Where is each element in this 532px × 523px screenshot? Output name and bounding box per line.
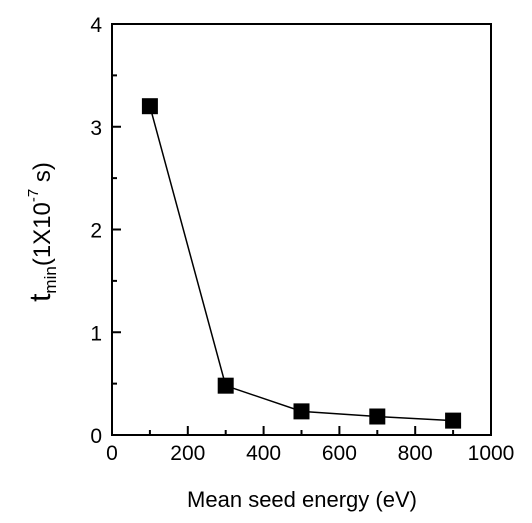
x-tick-label: 0 [106,442,118,465]
plot-frame [111,23,492,436]
y-label-sub: min [41,266,60,293]
y-tick-label: 4 [90,14,102,37]
data-point [141,98,158,115]
x-axis-label: Mean seed energy (eV) [187,487,417,512]
x-tick-label: 600 [322,442,357,465]
y-label-part: t [24,293,57,302]
x-tick-label: 800 [398,442,433,465]
y-axis-label: tmin(1X10-7 s) [24,162,60,302]
y-label-sup: -7 [25,189,42,202]
y-tick-label: 1 [90,322,102,345]
x-tick-label: 400 [246,442,281,465]
x-tick-label: 1000 [468,442,515,465]
y-tick-label: 3 [90,117,102,140]
y-label-part: s) [29,162,56,189]
data-point [217,377,234,394]
x-tick-label: 200 [170,442,205,465]
data-point [369,408,386,425]
data-point [293,403,310,420]
y-tick-label: 0 [90,425,102,448]
y-label-part: (1X10 [29,202,56,266]
y-tick-label: 2 [90,220,102,243]
data-line [149,106,454,422]
data-point [445,412,462,429]
